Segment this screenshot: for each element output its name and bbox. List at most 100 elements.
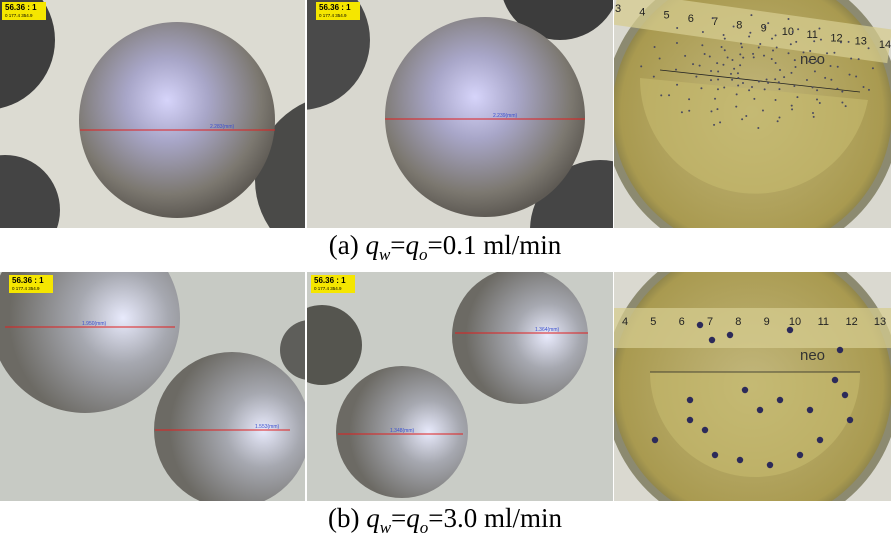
colony [767, 462, 773, 468]
caption-label: (b) [328, 503, 366, 533]
petri-dish-photo: neo 45678910111213 [604, 238, 891, 534]
caption-eq: = [391, 503, 406, 533]
colony [787, 18, 789, 20]
colony [737, 85, 739, 87]
ruler-number: 5 [650, 316, 656, 328]
colony [676, 84, 678, 86]
ruler-number: 9 [761, 23, 767, 35]
colony [719, 121, 721, 123]
colony [806, 79, 808, 81]
colony [741, 46, 743, 48]
ruler-number: 4 [639, 6, 645, 18]
colony [830, 65, 832, 67]
colony [659, 57, 661, 59]
colony [803, 51, 805, 53]
caption-var: q [365, 230, 379, 260]
colony [757, 407, 763, 413]
colony [753, 56, 755, 58]
colony [722, 64, 724, 66]
caption-sub: w [379, 245, 391, 264]
ruler-number: 5 [663, 10, 669, 22]
colony [837, 347, 843, 353]
colony [716, 62, 718, 64]
colony [790, 43, 792, 45]
colony [737, 72, 739, 74]
colony [808, 61, 810, 63]
scale-label: 56.36 : 1 [314, 276, 346, 285]
colony [727, 56, 729, 58]
colony [763, 55, 765, 57]
figure: 2.283(mm) 56.36 : 1 0 177.4 354.9 2.239(… [0, 0, 891, 557]
colony [764, 26, 766, 28]
ruler-number: 13 [855, 36, 867, 48]
colony [714, 98, 716, 100]
colony [793, 85, 795, 87]
measurement: 1.348(mm) [390, 428, 415, 434]
colony [699, 65, 701, 67]
ruler-number: 6 [688, 13, 694, 25]
measurement: 1.364(mm) [535, 327, 560, 333]
colony [813, 40, 815, 42]
ruler-number: 8 [736, 19, 742, 31]
scale-label: 56.36 : 1 [319, 3, 351, 12]
measurement: 1.553(mm) [255, 424, 280, 430]
brand: neo [800, 347, 825, 364]
colony [830, 79, 832, 81]
colony [731, 59, 733, 61]
colony [712, 17, 714, 19]
colony [660, 94, 662, 96]
colony [740, 43, 742, 45]
colony [819, 102, 821, 104]
colony [794, 59, 796, 61]
colony [681, 111, 683, 113]
colony [695, 76, 697, 78]
colony [774, 78, 776, 80]
colony [792, 31, 794, 33]
colony [724, 38, 726, 40]
ruler-number: 13 [874, 316, 886, 328]
colony [700, 87, 702, 89]
ruler-number: 7 [707, 316, 713, 328]
colony [832, 377, 838, 383]
scale-ticks: 0 177.4 354.9 [5, 13, 33, 18]
colony [688, 110, 690, 112]
colony [716, 108, 718, 110]
colony [742, 387, 748, 393]
colony [735, 106, 737, 108]
micrograph: 1.364(mm) 1.348(mm) 56.36 : 1 0 177.4 35… [282, 268, 613, 501]
colony [727, 332, 733, 338]
ruler-number: 10 [789, 316, 801, 328]
colony [836, 88, 838, 90]
caption-rest: =3.0 ml/min [428, 503, 562, 533]
measurement: 2.239(mm) [493, 113, 518, 119]
colony [668, 94, 670, 96]
colony [723, 34, 725, 36]
colony [712, 452, 718, 458]
colony [815, 60, 817, 62]
colony [766, 78, 768, 80]
colony [833, 52, 835, 54]
colony [771, 38, 773, 40]
colony [775, 62, 777, 64]
colony [731, 79, 733, 81]
colony [813, 116, 815, 118]
colony [771, 58, 773, 60]
colony [676, 42, 678, 44]
colony [762, 109, 764, 111]
colony [710, 110, 712, 112]
colony [816, 98, 818, 100]
ruler-number: 11 [806, 29, 817, 41]
caption-rest: =0.1 ml/min [428, 230, 562, 260]
colony [847, 417, 853, 423]
measurement: 2.283(mm) [210, 124, 235, 130]
colony [845, 105, 847, 107]
colony [739, 64, 741, 66]
caption-sub: o [419, 245, 428, 264]
colony [709, 56, 711, 58]
caption-var: q [406, 230, 420, 260]
scale-label: 56.36 : 1 [5, 3, 37, 12]
colony [742, 82, 744, 84]
ruler-number: 9 [764, 316, 770, 328]
caption-var: q [406, 503, 420, 533]
colony [775, 34, 777, 36]
